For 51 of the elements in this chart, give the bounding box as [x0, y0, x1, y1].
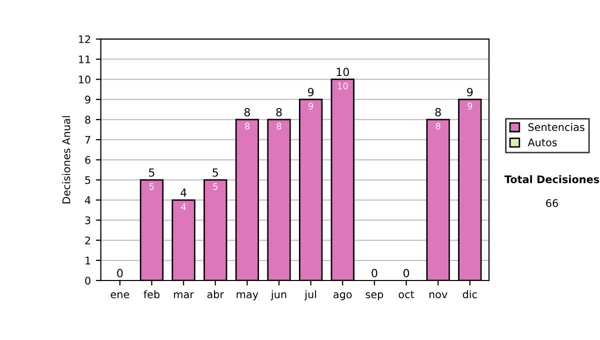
data-label: 8 — [244, 122, 250, 130]
text: 66 — [546, 199, 558, 208]
y-tick-label: 5 — [85, 176, 90, 184]
data-label: 10 — [338, 82, 348, 90]
x-tick-label: ene — [110, 292, 130, 298]
data-label: 8 — [276, 122, 282, 130]
total-label: 8 — [435, 108, 441, 116]
text: Total Decisiones — [504, 175, 600, 184]
y-tick-label: 8 — [85, 116, 90, 124]
legend-label: Sentencias — [528, 122, 584, 132]
y-tick-label: 1 — [86, 256, 90, 264]
x-tick-label: nov — [429, 292, 448, 298]
y-axis-title: Decisiones Anual — [62, 116, 70, 204]
total-label: 4 — [180, 188, 186, 197]
y-tick-label: 0 — [85, 276, 90, 285]
y-tick-label: 3 — [85, 216, 90, 224]
y-tick-label: 2 — [85, 236, 90, 244]
y-tick-label: 7 — [85, 136, 90, 144]
total-label: 5 — [212, 168, 218, 177]
x-tick-label: oct — [398, 290, 414, 298]
total-label: 0 — [403, 268, 410, 278]
x-tick-label: mar — [174, 292, 194, 298]
x-tick-label: dic — [462, 290, 477, 298]
x-tick-label: sep — [366, 292, 384, 300]
x-tick-label: jul — [304, 290, 316, 300]
data-label: 5 — [213, 183, 218, 190]
total-label: 9 — [308, 88, 314, 96]
legend-label: Autos — [528, 138, 557, 146]
x-tick-label: may — [236, 292, 258, 300]
total-label: 9 — [467, 88, 473, 96]
total-label: 5 — [149, 168, 154, 177]
total-label: 10 — [336, 68, 349, 76]
x-tick-label: jun — [270, 290, 286, 300]
x-tick-label: abr — [207, 290, 224, 298]
data-label: 5 — [150, 183, 154, 190]
y-tick-label: 6 — [85, 156, 90, 164]
x-tick-label: ago — [334, 292, 352, 300]
total-label: 0 — [372, 268, 378, 278]
y-tick-label: 9 — [85, 96, 90, 104]
total-label: 0 — [117, 268, 123, 278]
total-label: 8 — [276, 108, 282, 116]
data-label: 9 — [468, 102, 472, 110]
data-label: 9 — [308, 102, 314, 110]
data-label: 8 — [436, 122, 440, 130]
total-label: 8 — [244, 108, 250, 116]
y-tick-label: 12 — [78, 35, 90, 44]
y-tick-label: 4 — [84, 196, 90, 204]
y-tick-label: 11 — [78, 56, 90, 64]
y-tick-label: 10 — [78, 76, 90, 84]
data-label: 4 — [181, 203, 186, 210]
x-tick-label: feb — [144, 290, 160, 298]
